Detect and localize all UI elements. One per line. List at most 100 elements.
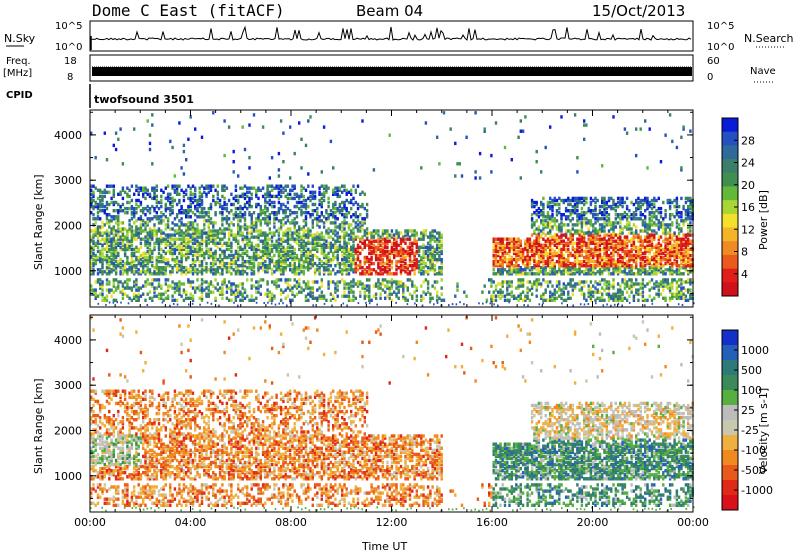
data-cell	[332, 243, 335, 247]
data-cell	[108, 231, 111, 235]
data-cell	[580, 280, 584, 284]
data-cell	[530, 219, 534, 223]
data-cell	[372, 168, 376, 172]
data-cell	[562, 253, 565, 258]
data-cell	[257, 264, 260, 268]
data-cell	[426, 235, 430, 239]
data-cell	[341, 249, 344, 254]
data-cell	[320, 231, 323, 235]
data-cell	[216, 190, 219, 194]
data-cell	[99, 225, 102, 229]
data-cell	[612, 231, 615, 235]
data-cell	[352, 243, 355, 247]
data-cell	[178, 184, 181, 188]
data-cell	[397, 231, 400, 235]
data-cell	[576, 200, 579, 205]
data-cell	[553, 196, 556, 201]
data-cell	[191, 261, 195, 266]
data-cell	[307, 286, 310, 290]
data-cell	[490, 153, 493, 158]
data-cell	[214, 298, 217, 302]
data-cell	[316, 219, 319, 223]
data-cell	[508, 237, 511, 241]
data-cell	[426, 249, 430, 254]
data-cell	[365, 272, 369, 276]
data-cell	[110, 241, 113, 245]
data-cell	[334, 239, 337, 243]
data-cell	[571, 241, 574, 245]
data-cell	[567, 247, 570, 252]
data-cell	[564, 231, 568, 235]
data-cell	[436, 251, 439, 256]
data-cell	[404, 298, 407, 302]
data-cell	[92, 253, 95, 258]
data-cell	[123, 261, 127, 266]
data-cell	[255, 229, 258, 233]
data-cell	[546, 298, 550, 302]
data-cell	[438, 249, 441, 254]
data-cell	[300, 213, 303, 217]
data-cell	[264, 221, 267, 225]
data-cell	[526, 259, 529, 264]
data-cell	[601, 264, 604, 268]
data-cell	[189, 270, 192, 274]
data-cell	[261, 257, 265, 262]
data-cell	[130, 211, 134, 215]
data-cell	[264, 270, 267, 274]
data-cell	[185, 225, 188, 229]
data-cell	[126, 211, 129, 215]
data-cell	[207, 247, 210, 252]
data-cell	[343, 219, 346, 223]
data-cell	[417, 259, 421, 264]
data-cell	[571, 272, 574, 276]
data-cell	[592, 241, 595, 245]
data-cell	[542, 266, 545, 270]
data-cell	[587, 288, 590, 292]
data-cell	[343, 280, 346, 284]
data-cell	[207, 255, 210, 260]
data-cell	[374, 282, 378, 286]
data-cell	[542, 270, 545, 274]
data-cell	[101, 257, 104, 262]
data-cell	[322, 268, 326, 272]
data-cell	[411, 266, 414, 270]
data-cell	[130, 198, 134, 203]
data-cell	[101, 247, 104, 252]
data-cell	[320, 200, 323, 205]
data-cell	[327, 268, 330, 272]
data-cell	[237, 227, 240, 231]
data-cell	[365, 215, 369, 219]
data-cell	[596, 257, 599, 262]
data-cell	[126, 243, 129, 247]
data-cell	[286, 227, 290, 231]
data-cell	[191, 184, 195, 188]
data-cell	[275, 259, 278, 264]
data-cell	[381, 257, 385, 262]
data-cell	[533, 257, 536, 262]
data-cell	[103, 237, 106, 241]
data-cell	[549, 196, 552, 201]
data-cell	[270, 259, 274, 264]
data-cell	[377, 261, 380, 266]
data-cell	[395, 233, 398, 237]
data-cell	[123, 270, 127, 274]
data-cell	[289, 245, 292, 249]
data-cell	[230, 298, 233, 302]
data-cell	[243, 202, 247, 207]
data-cell	[313, 194, 317, 199]
data-cell	[121, 237, 125, 241]
data-cell	[218, 227, 222, 231]
data-cell	[544, 215, 547, 219]
data-cell	[544, 245, 547, 249]
data-cell	[530, 200, 534, 205]
data-cell	[90, 188, 93, 192]
data-cell	[279, 272, 283, 276]
data-cell	[90, 268, 93, 272]
data-cell	[560, 253, 563, 258]
data-cell	[135, 184, 138, 188]
data-cell	[530, 253, 534, 258]
data-cell	[252, 229, 256, 233]
data-cell	[334, 217, 337, 221]
data-cell	[567, 243, 570, 247]
data-cell	[350, 261, 353, 266]
